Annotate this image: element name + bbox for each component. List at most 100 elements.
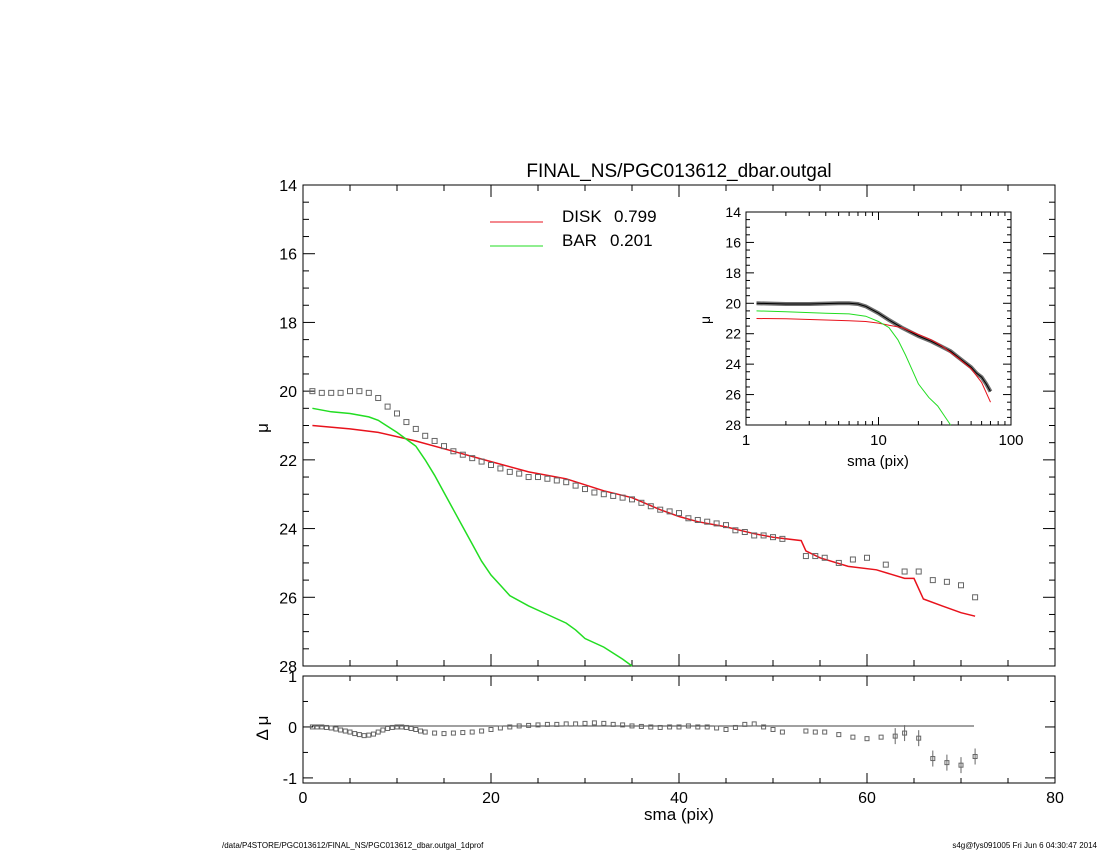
data-point [619, 494, 626, 501]
data-point [802, 553, 809, 560]
residual-point [751, 721, 757, 727]
x-tick-label: 20 [482, 790, 500, 807]
data-point [647, 503, 654, 510]
data-point [591, 489, 598, 496]
residual-y-tick-label: -1 [283, 771, 297, 788]
residual-point [836, 732, 842, 738]
residual-point [676, 724, 682, 730]
data-point [770, 534, 776, 541]
residual-point [972, 754, 978, 760]
residual-point [347, 729, 353, 735]
data-point [821, 554, 828, 561]
residual-point [333, 726, 339, 732]
data-point [835, 559, 842, 566]
data-point [600, 491, 607, 498]
residual-point [638, 723, 644, 729]
residual-series [309, 720, 978, 774]
data-point [849, 556, 856, 563]
residual-point [916, 735, 922, 741]
residual-y-tick-label: 0 [288, 720, 297, 737]
data-point [337, 389, 344, 396]
data-point [929, 577, 936, 584]
x-tick-labels: 0 20 40 60 80 [299, 790, 1064, 807]
data-point [610, 492, 617, 499]
data-point [544, 475, 551, 482]
data-point [685, 515, 692, 522]
residual-point [418, 728, 423, 734]
main-y-tick-label: 24 [279, 522, 297, 539]
data-point [723, 522, 729, 529]
residual-point [723, 727, 729, 732]
residual-plot: 10-1 0 20 40 60 80 Δ μ sma (pix) [253, 669, 1064, 824]
inset-series [756, 301, 993, 426]
residual-point [878, 734, 884, 740]
x-tick-label: 40 [670, 790, 688, 807]
residual-point [742, 721, 748, 727]
inset-x-tick-label: 10 [870, 432, 887, 449]
main-series [309, 388, 979, 667]
residual-point [850, 734, 856, 740]
residual-point [591, 720, 597, 726]
data-point [356, 388, 363, 395]
data-point [412, 425, 419, 432]
residual-point [822, 729, 828, 735]
inset-series-line-disk [756, 318, 991, 403]
inset-axis-ticks [745, 211, 1012, 426]
inset-plot: 14 16 18 20 22 24 26 28 1 10 100 μ sma (pix) [697, 204, 1024, 470]
residual-point [958, 762, 964, 768]
data-point [535, 474, 541, 481]
inset-y-tick-label: 26 [725, 387, 741, 403]
residual-point [714, 725, 720, 731]
residual-point [479, 728, 485, 734]
data-point [309, 388, 316, 395]
residual-point [779, 729, 785, 735]
residual-point [930, 756, 936, 762]
data-point [347, 388, 353, 395]
main-y-tick-label: 20 [279, 384, 297, 401]
data-point [478, 458, 485, 465]
x-tick-label: 80 [1046, 790, 1064, 807]
inset-y-tick-label: 18 [725, 265, 741, 281]
main-y-tick-label: 16 [279, 247, 297, 264]
residual-point [328, 725, 334, 731]
residual-point [380, 727, 386, 733]
x-tick-label: 60 [858, 790, 876, 807]
data-point [882, 561, 889, 568]
data-point [459, 451, 466, 458]
data-point [431, 437, 438, 444]
residual-point [441, 731, 447, 737]
residual-point [695, 724, 701, 730]
residual-point [356, 732, 362, 738]
data-point [629, 496, 635, 503]
residual-point [342, 728, 348, 734]
residual-axis-ticks [302, 675, 1056, 783]
data-point [760, 532, 767, 539]
residual-point [704, 724, 710, 730]
inset-x-tick-label: 100 [998, 432, 1023, 449]
residual-point [371, 731, 376, 737]
residual-point [352, 731, 358, 737]
footer-timestamp: s4g@fys091005 Fri Jun 6 04:30:47 2014 [952, 841, 1097, 850]
data-point [666, 508, 673, 515]
residual-point [526, 722, 532, 728]
residual-point [601, 720, 607, 726]
data-point [403, 419, 410, 426]
residual-point [516, 723, 522, 729]
data-point [915, 568, 922, 575]
data-point [676, 510, 682, 517]
residual-point [319, 724, 325, 730]
residual-point [403, 724, 409, 730]
residual-point [761, 724, 767, 730]
residual-point [667, 724, 673, 730]
data-point [469, 455, 476, 462]
data-point [422, 432, 429, 439]
main-y-tick-label: 28 [279, 659, 297, 676]
data-point [704, 518, 711, 525]
legend-value-bar: 0.201 [610, 231, 653, 250]
data-point [525, 474, 532, 481]
inset-y-tick-label: 14 [725, 204, 741, 220]
data-point [563, 479, 570, 486]
inset-data-line [756, 302, 991, 392]
main-y-tick-label: 14 [279, 178, 297, 195]
